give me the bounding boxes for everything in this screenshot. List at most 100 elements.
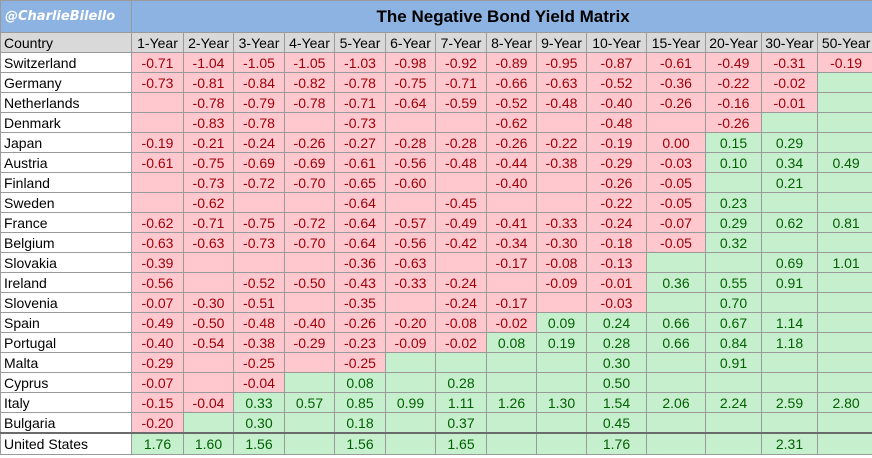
yield-cell: -0.16: [705, 92, 762, 113]
yield-cell: [816, 412, 872, 434]
yield-cell: [536, 412, 587, 434]
yield-cell: -0.29: [586, 152, 647, 173]
yield-cell: -0.56: [385, 232, 436, 253]
table-row: Slovenia -0.07 -0.30 -0.51 -0.35 -0.24 -0.17 -0…: [0, 292, 872, 313]
column-header: 15-Year: [646, 32, 706, 53]
yield-cell: -1.04: [183, 52, 234, 73]
yield-cell: -0.89: [486, 52, 537, 73]
yield-cell: -0.87: [586, 52, 647, 73]
yield-cell: -0.19: [816, 52, 872, 73]
yield-cell: -0.82: [284, 72, 335, 93]
yield-cell: 0.15: [705, 132, 762, 153]
yield-cell: [284, 432, 335, 455]
yield-cell: -0.30: [183, 292, 234, 313]
country-label: France: [0, 212, 132, 233]
yield-cell: 0.29: [761, 132, 818, 153]
yield-cell: -0.29: [131, 352, 184, 373]
yield-cell: [646, 372, 706, 393]
yield-cell: [646, 252, 706, 273]
yield-cell: -0.05: [646, 192, 706, 213]
yield-cell: 0.08: [486, 332, 537, 353]
yield-cell: [183, 252, 234, 273]
yield-cell: -0.07: [131, 292, 184, 313]
yield-cell: 0.08: [334, 372, 386, 393]
yield-cell: -0.40: [131, 332, 184, 353]
yield-cell: 0.45: [586, 412, 647, 434]
country-label: Spain: [0, 312, 132, 333]
yield-cell: -0.52: [486, 92, 537, 113]
yield-cell: -0.73: [233, 232, 285, 253]
country-label: Germany: [0, 72, 132, 93]
column-header: 7-Year: [435, 32, 487, 53]
yield-cell: -0.61: [334, 152, 386, 173]
yield-cell: [536, 432, 587, 455]
yield-cell: -0.63: [131, 232, 184, 253]
yield-cell: -0.40: [284, 312, 335, 333]
yield-cell: [385, 192, 436, 213]
yield-cell: [816, 432, 872, 455]
table-row: Switzerland -0.71 -1.04 -1.05 -1.05 -1.03 -0.9…: [0, 52, 872, 73]
yield-cell: 0.67: [705, 312, 762, 333]
yield-cell: [486, 352, 537, 373]
yield-cell: -0.62: [183, 192, 234, 213]
yield-cell: [816, 312, 872, 333]
yield-cell: -0.15: [131, 392, 184, 413]
yield-cell: [816, 352, 872, 373]
yield-cell: [761, 112, 818, 133]
yield-cell: [435, 172, 487, 193]
yield-cell: 0.66: [646, 312, 706, 333]
yield-cell: -0.28: [435, 132, 487, 153]
yield-cell: 1.76: [586, 432, 647, 455]
yield-cell: -0.23: [334, 332, 386, 353]
yield-cell: -0.49: [435, 212, 487, 233]
yield-cell: -0.71: [131, 52, 184, 73]
yield-cell: -0.34: [486, 232, 537, 253]
yield-cell: -0.66: [486, 72, 537, 93]
yield-cell: -1.03: [334, 52, 386, 73]
yield-cell: -0.35: [334, 292, 386, 313]
column-header: 2-Year: [183, 32, 234, 53]
yield-cell: [705, 172, 762, 193]
yield-cell: -0.44: [486, 152, 537, 173]
yield-cell: [705, 372, 762, 393]
yield-cell: -0.20: [385, 312, 436, 333]
country-label: Cyprus: [0, 372, 132, 393]
yield-cell: -0.78: [183, 92, 234, 113]
yield-cell: -0.54: [183, 332, 234, 353]
country-header: Country: [0, 32, 132, 53]
yield-cell: -0.50: [183, 312, 234, 333]
yield-cell: -0.29: [284, 332, 335, 353]
yield-cell: [761, 372, 818, 393]
yield-cell: -0.78: [284, 92, 335, 113]
table-row: Denmark -0.83 -0.78 -0.73 -0.62 -0.48 -0.26: [0, 112, 872, 133]
yield-cell: -0.26: [705, 112, 762, 133]
yield-cell: -0.08: [536, 252, 587, 273]
table-row: Portugal -0.40 -0.54 -0.38 -0.29 -0.23 -0.09 -0…: [0, 332, 872, 353]
yield-cell: [816, 272, 872, 293]
yield-cell: [816, 332, 872, 353]
yield-cell: [536, 112, 587, 133]
yield-cell: -0.48: [435, 152, 487, 173]
yield-cell: -0.63: [536, 72, 587, 93]
country-label: Slovakia: [0, 252, 132, 273]
yield-cell: 1.54: [586, 392, 647, 413]
yield-cell: [284, 372, 335, 393]
country-label: Austria: [0, 152, 132, 173]
yield-cell: [816, 112, 872, 133]
column-header: 1-Year: [131, 32, 184, 53]
yield-cell: [284, 412, 335, 434]
yield-cell: 0.50: [586, 372, 647, 393]
yield-cell: -0.42: [435, 232, 487, 253]
yield-cell: -0.20: [131, 412, 184, 434]
yield-cell: -0.75: [385, 72, 436, 93]
yield-cell: -0.51: [233, 292, 285, 313]
yield-cell: -0.39: [131, 252, 184, 273]
country-label: Ireland: [0, 272, 132, 293]
yield-cell: [284, 112, 335, 133]
yield-cell: -0.92: [435, 52, 487, 73]
yield-cell: -0.18: [586, 232, 647, 253]
yield-cell: -0.36: [646, 72, 706, 93]
yield-cell: [131, 192, 184, 213]
table-row: France -0.62 -0.71 -0.75 -0.72 -0.64 -0.57 -0.4…: [0, 212, 872, 233]
